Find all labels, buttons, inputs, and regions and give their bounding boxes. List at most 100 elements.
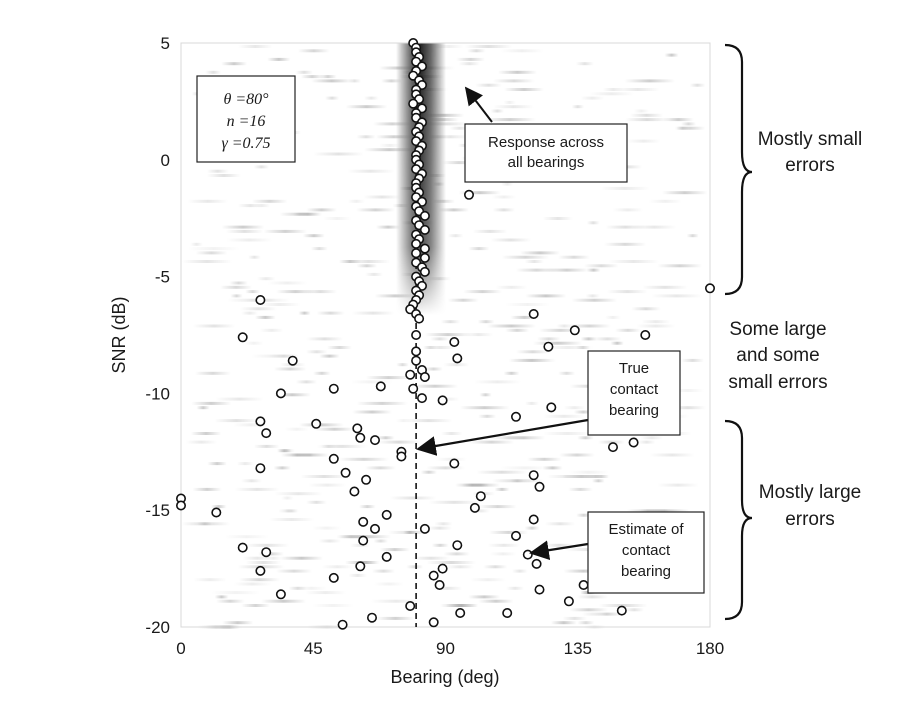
response-streak <box>467 49 486 53</box>
response-streak <box>192 487 222 491</box>
response-streak <box>356 208 395 212</box>
response-streak <box>543 346 594 349</box>
response-streak <box>363 195 401 199</box>
response-streak <box>229 281 248 285</box>
response-streak <box>215 397 264 401</box>
response-streak <box>532 341 583 345</box>
response-streak <box>290 453 329 457</box>
response-streak <box>211 505 227 509</box>
data-point <box>381 509 392 520</box>
response-streak <box>580 337 597 341</box>
response-streak <box>279 556 324 560</box>
data-point <box>522 549 533 560</box>
response-streak <box>449 126 470 130</box>
response-streak <box>396 419 412 423</box>
y-axis-ticks: 5 0 -5 -10 -15 -20 <box>145 34 170 637</box>
response-streak <box>624 79 675 83</box>
data-point <box>531 558 542 569</box>
response-streak <box>440 432 463 435</box>
response-streak <box>226 238 272 242</box>
data-point <box>616 605 627 616</box>
data-point <box>408 98 419 109</box>
response-streak <box>559 453 595 457</box>
data-point <box>419 266 430 277</box>
response-streak <box>306 500 327 504</box>
response-streak <box>631 307 661 311</box>
response-streak <box>244 543 290 547</box>
response-streak <box>303 290 338 294</box>
response-streak <box>377 440 420 444</box>
response-streak <box>237 204 263 208</box>
data-point <box>340 467 351 478</box>
response-streak <box>577 621 595 625</box>
y-tick-label: 5 <box>161 34 170 53</box>
response-streak <box>193 578 227 582</box>
response-streak <box>205 70 222 74</box>
response-streak <box>610 341 624 345</box>
param-n: n =16 <box>227 113 266 130</box>
response-streak <box>664 53 679 57</box>
data-point <box>419 252 430 263</box>
response-streak <box>389 496 437 500</box>
response-streak <box>267 57 291 61</box>
response-streak <box>281 496 294 500</box>
response-streak <box>245 290 260 294</box>
response-streak <box>427 526 452 530</box>
response-streak <box>422 346 457 349</box>
response-streak <box>193 324 236 328</box>
data-point <box>528 470 539 481</box>
region-label-small-line1: Mostly small <box>758 129 863 150</box>
response-streak <box>255 315 276 319</box>
response-streak <box>490 109 504 113</box>
response-streak <box>233 423 269 427</box>
x-tick-label: 0 <box>176 639 185 658</box>
response-streak <box>542 466 563 470</box>
true-bearing-annotation: True contact bearing <box>416 350 681 456</box>
response-streak <box>246 298 291 302</box>
true-bearing-arrow <box>416 418 589 456</box>
response-streak <box>576 595 608 599</box>
data-point <box>237 332 248 343</box>
response-streak <box>469 440 515 444</box>
response-streak <box>236 462 254 466</box>
data-point <box>428 570 439 581</box>
response-streak <box>279 212 320 216</box>
response-streak <box>599 186 650 190</box>
response-streak <box>563 569 604 573</box>
response-streak <box>438 208 469 212</box>
response-streak <box>524 526 540 530</box>
response-streak <box>464 333 494 337</box>
response-streak <box>500 466 550 470</box>
response-streak <box>406 565 424 569</box>
response-streak <box>347 199 365 203</box>
response-streak <box>598 440 625 444</box>
response-streak <box>543 432 592 435</box>
data-point <box>419 523 430 534</box>
response-streak <box>263 229 308 233</box>
response-streak <box>191 401 232 405</box>
response-streak <box>359 505 376 509</box>
response-streak <box>479 505 517 509</box>
response-streak <box>364 148 415 152</box>
data-point <box>434 579 445 590</box>
data-point <box>255 565 266 576</box>
response-streak <box>649 453 695 457</box>
response-streak <box>586 268 601 272</box>
response-streak <box>373 122 412 126</box>
response-streak <box>636 324 676 328</box>
response-streak <box>640 436 664 440</box>
response-streak <box>350 380 393 384</box>
region-label-large-line2: errors <box>785 509 835 530</box>
response-streak <box>503 100 516 104</box>
response-streak <box>348 573 367 577</box>
response-streak <box>681 122 696 126</box>
response-streak <box>306 208 337 212</box>
data-point <box>437 395 448 406</box>
response-streak <box>323 217 352 220</box>
data-point <box>528 514 539 525</box>
response-streak <box>273 367 307 371</box>
response-streak <box>562 616 587 620</box>
response-streak <box>500 49 544 53</box>
response-streak <box>465 45 513 48</box>
